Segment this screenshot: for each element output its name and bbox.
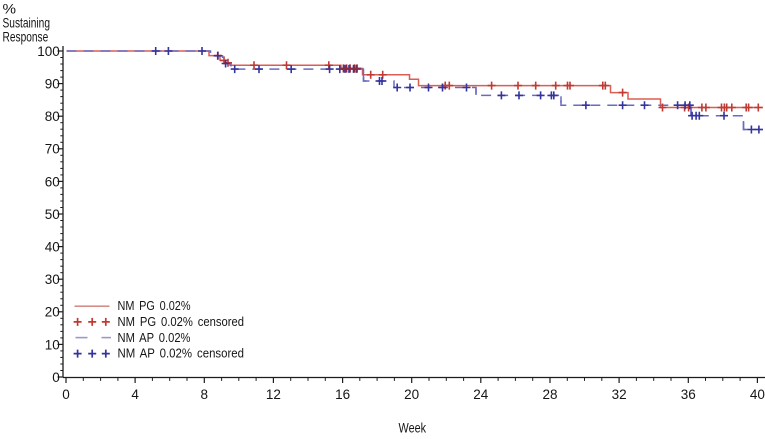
svg-text:40: 40 xyxy=(750,387,765,402)
svg-text:Week: Week xyxy=(399,420,427,435)
svg-text:40: 40 xyxy=(45,240,60,255)
svg-text:28: 28 xyxy=(542,387,557,402)
svg-text:20: 20 xyxy=(404,387,419,402)
svg-text:12: 12 xyxy=(266,387,281,402)
svg-text:Sustaining: Sustaining xyxy=(3,14,51,30)
svg-text:30: 30 xyxy=(45,272,60,287)
svg-text:60: 60 xyxy=(45,174,60,189)
svg-text:80: 80 xyxy=(45,109,60,124)
svg-text:0: 0 xyxy=(52,370,60,385)
svg-text:70: 70 xyxy=(45,142,60,157)
svg-text:36: 36 xyxy=(681,387,696,402)
svg-text:4: 4 xyxy=(131,387,139,402)
svg-text:100: 100 xyxy=(37,44,60,59)
svg-text:16: 16 xyxy=(335,387,350,402)
svg-text:NM PG 0.02% censored: NM PG 0.02% censored xyxy=(118,315,245,329)
svg-text:20: 20 xyxy=(45,305,60,320)
svg-text:24: 24 xyxy=(473,387,489,402)
svg-text:90: 90 xyxy=(45,77,60,92)
svg-text:Response: Response xyxy=(3,28,49,44)
svg-text:32: 32 xyxy=(612,387,627,402)
svg-text:10: 10 xyxy=(45,337,60,352)
svg-text:50: 50 xyxy=(45,207,60,222)
svg-text:8: 8 xyxy=(201,387,209,402)
svg-text:NM AP 0.02%: NM AP 0.02% xyxy=(118,331,191,345)
svg-text:NM AP 0.02% censored: NM AP 0.02% censored xyxy=(118,347,245,361)
svg-text:0: 0 xyxy=(62,387,70,402)
svg-text:%: % xyxy=(3,1,16,17)
svg-text:NM PG 0.02%: NM PG 0.02% xyxy=(118,299,191,313)
